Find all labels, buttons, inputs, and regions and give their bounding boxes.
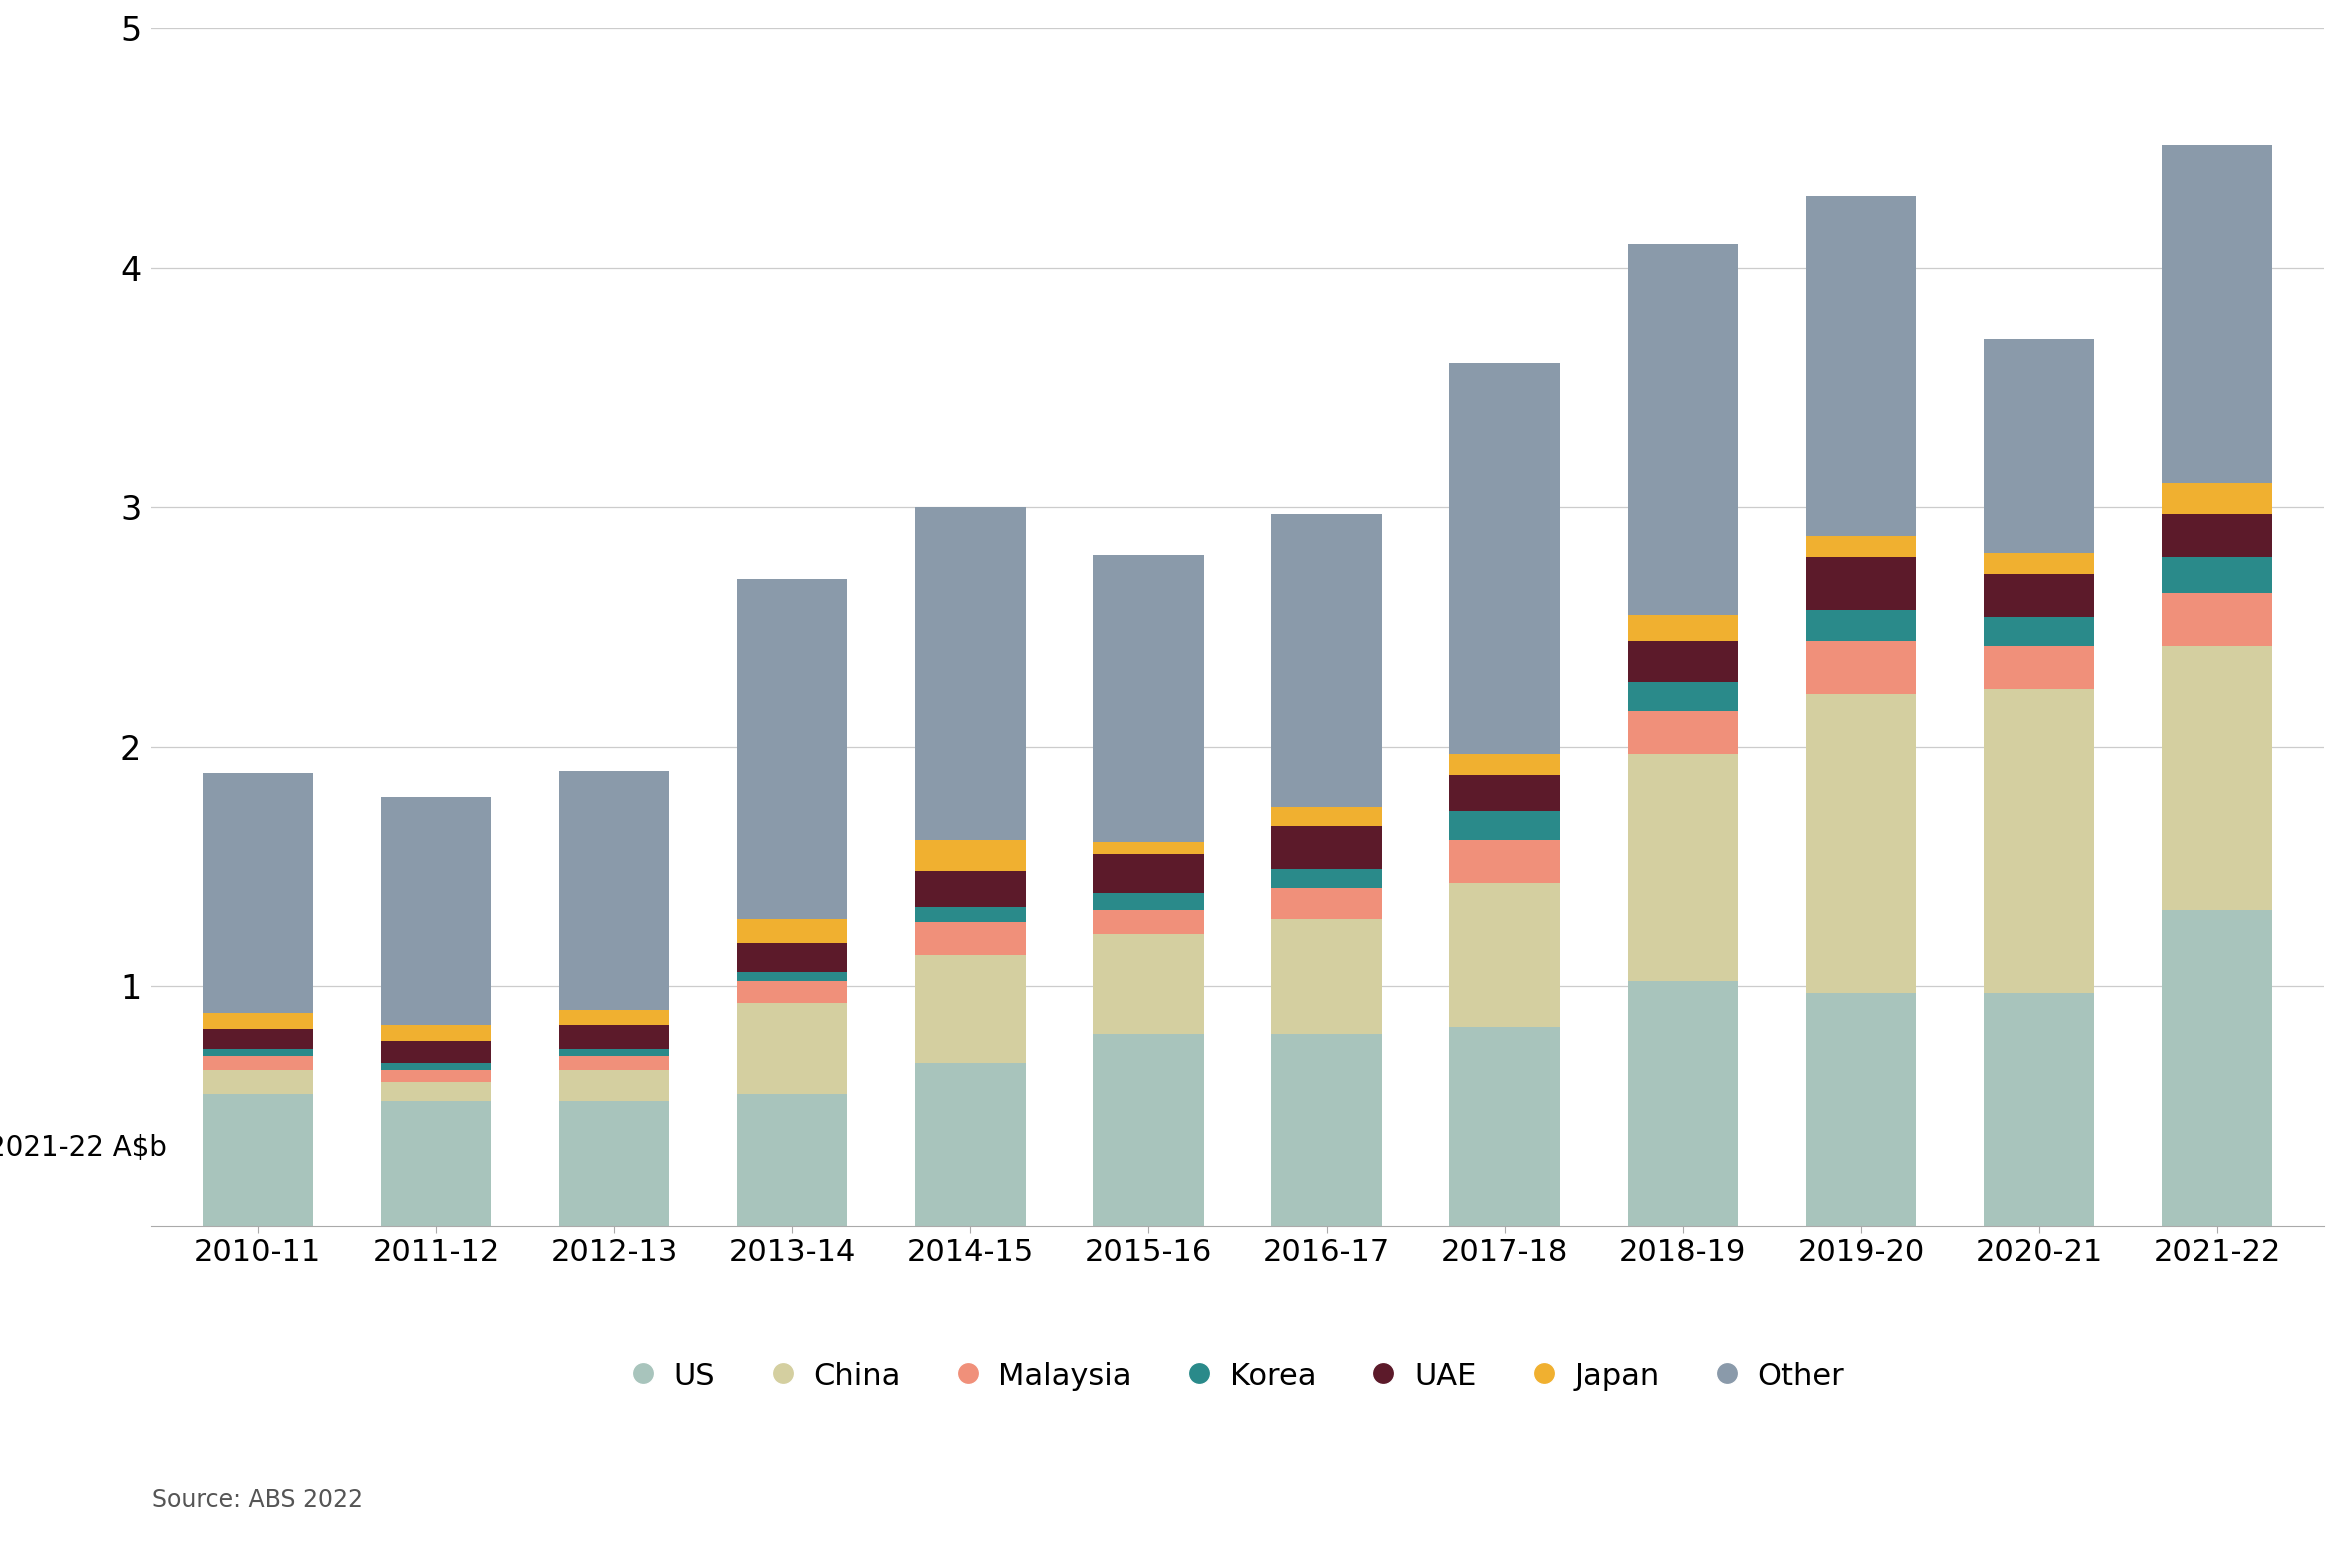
Bar <box>1272 514 1382 806</box>
Bar <box>381 1101 491 1225</box>
Bar <box>1983 993 2093 1225</box>
Bar <box>2161 645 2274 909</box>
Text: 2021-22 A$b: 2021-22 A$b <box>0 1133 166 1161</box>
Bar <box>1806 536 1916 558</box>
Bar <box>381 1069 491 1082</box>
Bar <box>1272 1034 1382 1225</box>
Bar <box>381 1024 491 1041</box>
Bar <box>2161 514 2274 558</box>
Bar <box>737 943 847 971</box>
Bar <box>1628 614 1738 641</box>
Bar <box>1450 1027 1560 1225</box>
Bar <box>203 1094 313 1225</box>
Bar <box>1272 889 1382 920</box>
Bar <box>203 773 313 1013</box>
Bar <box>1806 196 1916 536</box>
Bar <box>1628 243 1738 614</box>
Bar <box>1628 681 1738 711</box>
Bar <box>1450 775 1560 811</box>
Bar <box>1806 641 1916 694</box>
Bar <box>203 1049 313 1055</box>
Bar <box>1450 884 1560 1027</box>
Bar <box>1983 574 2093 617</box>
Bar <box>1092 934 1205 1034</box>
Bar <box>737 971 847 982</box>
Bar <box>381 1041 491 1063</box>
Bar <box>737 920 847 943</box>
Bar <box>559 1010 669 1024</box>
Bar <box>1092 1034 1205 1225</box>
Bar <box>1806 558 1916 610</box>
Bar <box>2161 483 2274 514</box>
Bar <box>737 1002 847 1094</box>
Bar <box>559 1069 669 1101</box>
Bar <box>915 840 1024 871</box>
Bar <box>559 1049 669 1055</box>
Bar <box>1092 854 1205 893</box>
Bar <box>203 1029 313 1049</box>
Bar <box>559 1055 669 1069</box>
Bar <box>1450 363 1560 755</box>
Bar <box>1272 868 1382 889</box>
Bar <box>1983 552 2093 574</box>
Bar <box>1272 826 1382 868</box>
Bar <box>381 1063 491 1069</box>
Bar <box>559 1024 669 1049</box>
Bar <box>915 507 1024 840</box>
Legend: US, China, Malaysia, Korea, UAE, Japan, Other: US, China, Malaysia, Korea, UAE, Japan, … <box>620 1349 1857 1403</box>
Bar <box>559 770 669 1010</box>
Bar <box>1628 982 1738 1225</box>
Bar <box>203 1069 313 1094</box>
Bar <box>1272 920 1382 1034</box>
Bar <box>1806 610 1916 641</box>
Bar <box>1092 893 1205 909</box>
Bar <box>2161 145 2274 483</box>
Bar <box>737 982 847 1002</box>
Bar <box>1983 689 2093 993</box>
Bar <box>2161 909 2274 1225</box>
Bar <box>737 1094 847 1225</box>
Bar <box>1628 641 1738 681</box>
Bar <box>381 797 491 1024</box>
Bar <box>1272 806 1382 826</box>
Bar <box>1806 694 1916 993</box>
Bar <box>1983 617 2093 645</box>
Bar <box>1628 755 1738 982</box>
Bar <box>1450 840 1560 884</box>
Bar <box>203 1013 313 1029</box>
Bar <box>915 907 1024 921</box>
Bar <box>915 871 1024 907</box>
Bar <box>915 956 1024 1063</box>
Bar <box>203 1055 313 1069</box>
Bar <box>2161 558 2274 594</box>
Bar <box>1450 811 1560 840</box>
Bar <box>915 1063 1024 1225</box>
Bar <box>1092 842 1205 854</box>
Bar <box>559 1101 669 1225</box>
Bar <box>381 1082 491 1101</box>
Bar <box>737 578 847 920</box>
Bar <box>2161 594 2274 645</box>
Text: Source: ABS 2022: Source: ABS 2022 <box>152 1489 363 1512</box>
Bar <box>1628 711 1738 755</box>
Bar <box>915 921 1024 956</box>
Bar <box>1092 555 1205 842</box>
Bar <box>1092 909 1205 934</box>
Bar <box>1983 645 2093 689</box>
Bar <box>1806 993 1916 1225</box>
Bar <box>1450 755 1560 775</box>
Bar <box>1983 340 2093 552</box>
